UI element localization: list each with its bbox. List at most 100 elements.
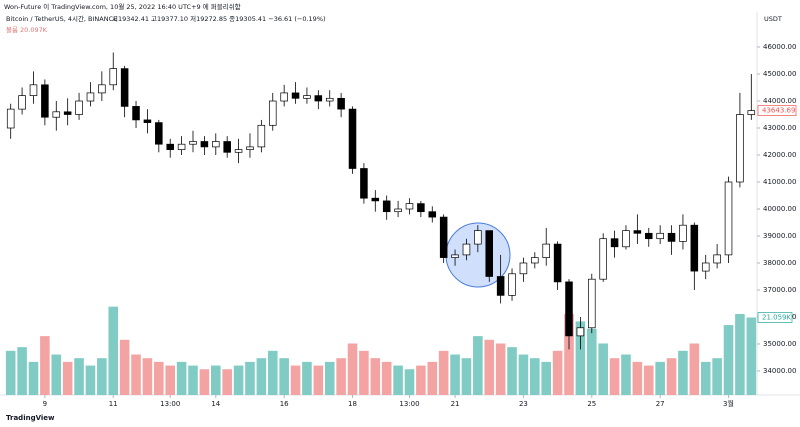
- candle-body: [29, 84, 38, 96]
- candle-body: [690, 224, 699, 272]
- y-tick-label: 34000.00: [763, 367, 796, 375]
- volume-bar: [28, 361, 39, 395]
- volume-bar: [176, 361, 187, 395]
- x-tick-label: 23: [519, 400, 528, 408]
- y-tick-label: 41000.00: [763, 178, 796, 186]
- volume-bar: [450, 354, 460, 395]
- candle-body: [451, 254, 459, 258]
- candle-body: [166, 143, 174, 150]
- candle-body: [599, 238, 607, 280]
- candle-body: [246, 146, 254, 150]
- candle-body: [610, 238, 619, 248]
- candle-body: [120, 68, 129, 107]
- volume-bar: [587, 328, 597, 395]
- candle-body: [200, 141, 209, 148]
- candle-body: [542, 243, 550, 258]
- y-tick-label: 39000.00: [763, 232, 796, 240]
- candle-body: [314, 95, 323, 102]
- volume-bar: [40, 336, 50, 395]
- volume-bar: [245, 361, 255, 395]
- candle-body: [633, 230, 642, 234]
- candle-body: [337, 97, 345, 110]
- candle-body: [348, 108, 357, 169]
- x-tick-label: 25: [587, 400, 596, 408]
- candle-body: [268, 100, 277, 126]
- candle-body: [394, 208, 402, 213]
- volume-bar: [666, 358, 677, 395]
- candle-body: [234, 149, 243, 153]
- volume-bar: [165, 365, 175, 395]
- candle-body: [280, 92, 288, 102]
- candle-body: [462, 243, 471, 256]
- candle-body: [143, 119, 152, 123]
- candle-body: [371, 197, 380, 202]
- x-tick-label: 3월: [723, 399, 734, 408]
- candle-body: [98, 84, 106, 94]
- candle-body: [553, 243, 562, 283]
- volume-tag: [757, 312, 793, 323]
- volume-bar: [518, 354, 529, 395]
- candle-body: [531, 257, 539, 264]
- y-tick-label: 45000.00: [763, 70, 796, 78]
- x-tick-label: 18: [348, 400, 357, 408]
- volume-bar: [370, 358, 381, 395]
- volume-bar: [735, 314, 745, 395]
- candle-body: [496, 276, 505, 296]
- volume-bar: [74, 358, 84, 395]
- volume-bar: [575, 321, 586, 395]
- x-tick-label: 27: [656, 400, 665, 408]
- candle-body: [41, 84, 49, 118]
- volume-bar: [643, 365, 654, 395]
- candle-body: [303, 95, 311, 99]
- volume-bar: [404, 369, 415, 395]
- volume-bar: [17, 347, 27, 395]
- volume-bar: [438, 350, 449, 395]
- y-tick-label: 46000.00: [763, 43, 796, 51]
- y-tick-label: 35000.00: [763, 340, 796, 348]
- volume-bar: [211, 365, 221, 395]
- volume-bar: [85, 365, 96, 395]
- chart-title: Bitcoin / TetherUS, 4시간, BINANCE: [6, 14, 117, 23]
- volume-bar: [484, 339, 495, 395]
- volume-bar: [381, 361, 392, 395]
- volume-bar: [552, 350, 563, 395]
- volume-bar: [5, 350, 16, 395]
- x-tick-label: 16: [280, 400, 289, 408]
- volume-bar: [700, 361, 711, 395]
- volume-bar: [678, 350, 688, 395]
- candle-body: [291, 92, 300, 99]
- candle-body: [565, 281, 573, 337]
- volume-bar: [324, 361, 335, 395]
- volume-bar: [598, 343, 608, 395]
- x-tick-label: 13:00: [160, 400, 180, 408]
- candle-body: [382, 200, 391, 213]
- candle-body: [519, 262, 528, 275]
- candle-body: [736, 114, 744, 183]
- y-tick-label: 42000.00: [763, 151, 796, 159]
- volume-bar: [302, 361, 312, 395]
- candle-body: [474, 230, 482, 245]
- price-tag-label: 43643.69: [762, 107, 795, 115]
- volume-bar: [689, 343, 700, 395]
- volume-bar: [655, 361, 665, 395]
- candle-body: [155, 122, 163, 145]
- candle-body: [177, 143, 186, 150]
- volume-bar: [632, 361, 643, 395]
- volume-bar: [461, 358, 472, 395]
- x-tick-label: 11: [109, 400, 118, 408]
- candle-body: [724, 181, 733, 256]
- candle-body: [656, 232, 664, 240]
- volume-bar: [51, 354, 62, 395]
- y-tick-label: 44000.00: [763, 97, 796, 105]
- volume-bar: [359, 350, 369, 395]
- volume-bar: [495, 343, 506, 395]
- candle-body: [576, 327, 585, 337]
- candle-body: [6, 108, 15, 129]
- y-tick-label: 38000.00: [763, 259, 796, 267]
- volume-bar: [427, 361, 438, 395]
- volume-bar: [347, 343, 358, 395]
- candle-body: [189, 141, 197, 145]
- candle-body: [132, 106, 140, 121]
- volume-bar: [97, 358, 107, 395]
